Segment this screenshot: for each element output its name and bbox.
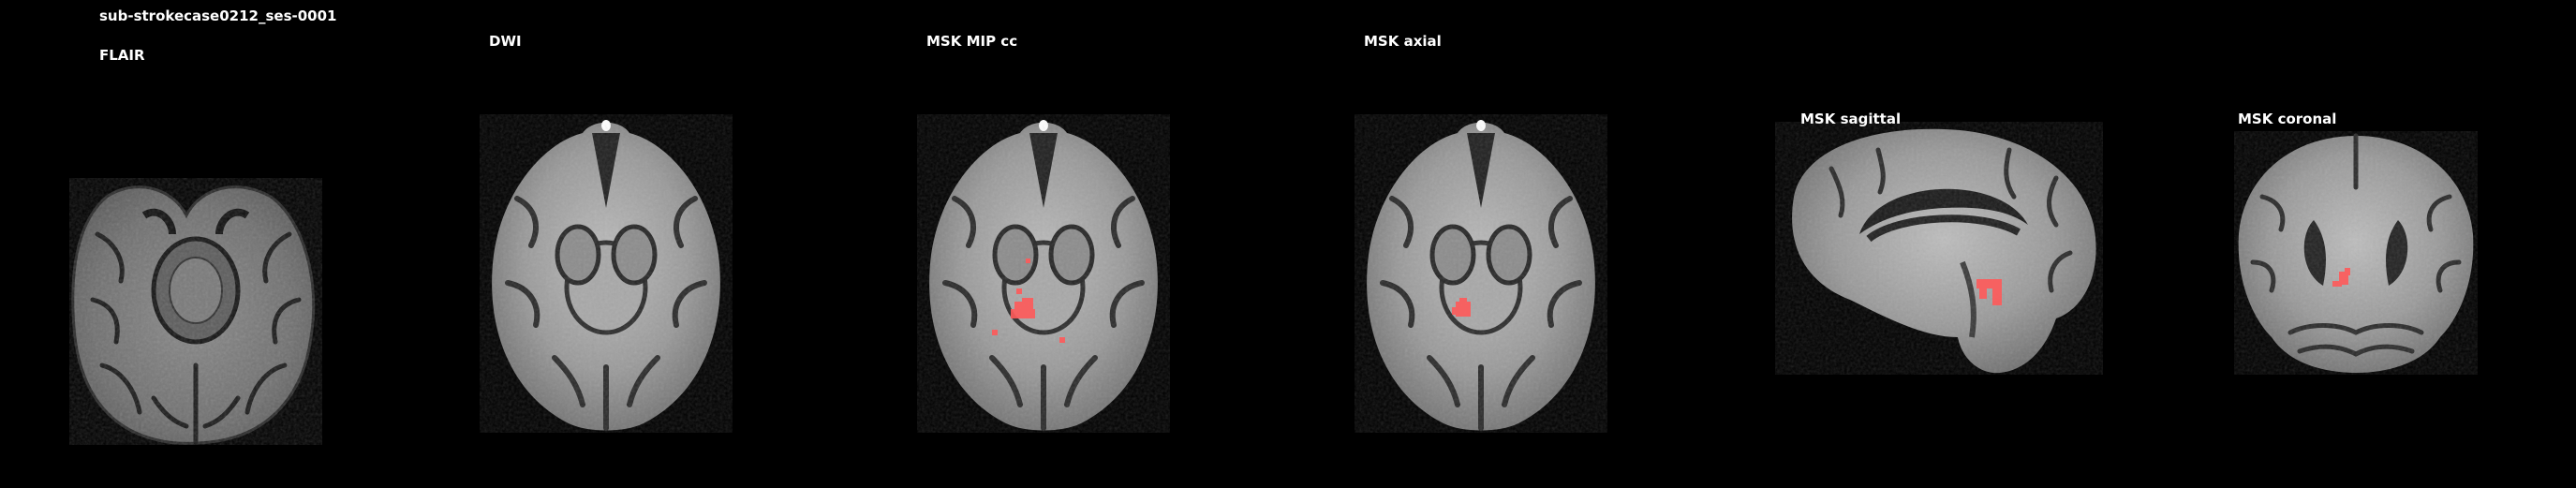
msk-axial-image bbox=[1355, 114, 1607, 433]
panel-title-flair: FLAIR bbox=[99, 47, 145, 64]
panel-title-msk-mip-cc: MSK MIP cc bbox=[926, 33, 1018, 50]
msk-coronal-image bbox=[2234, 131, 2478, 375]
msk-mip-cc-image bbox=[917, 114, 1170, 433]
dwi-axial-image bbox=[480, 114, 733, 433]
lesion-overlay bbox=[1976, 279, 2002, 305]
msk-sagittal-image bbox=[1775, 122, 2103, 375]
panel-title-msk-axial: MSK axial bbox=[1364, 33, 1442, 50]
panel-title-msk-coronal: MSK coronal bbox=[2238, 111, 2337, 127]
lesion-overlay bbox=[1452, 298, 1471, 317]
flair-axial-image bbox=[69, 178, 322, 445]
figure-title: sub-strokecase0212_ses-0001 bbox=[99, 7, 337, 24]
lesion-overlay bbox=[992, 259, 1065, 343]
panel-title-dwi: DWI bbox=[489, 33, 522, 50]
lesion-overlay bbox=[2332, 268, 2350, 287]
